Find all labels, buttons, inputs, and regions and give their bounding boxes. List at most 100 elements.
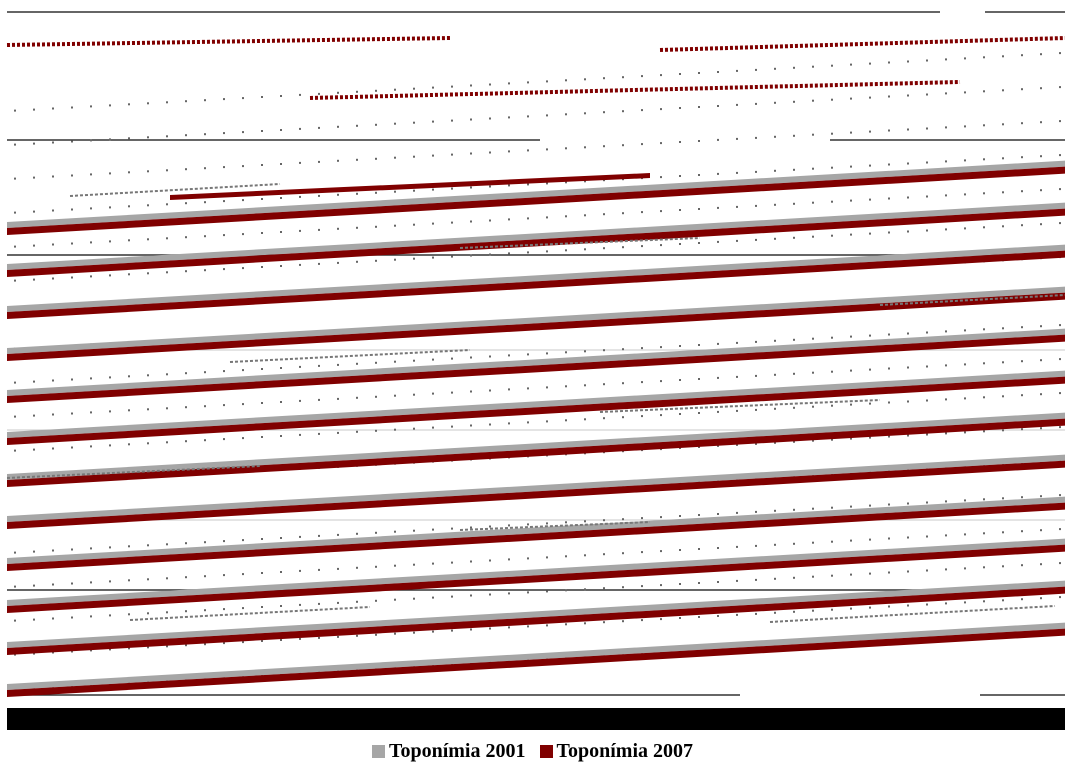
tick-dot [565,351,567,354]
tick-dot [888,435,890,438]
tick-dot [1059,222,1061,225]
tick-dot [945,602,947,605]
tick-dot [1021,564,1023,567]
tick-dot [1059,358,1061,361]
tick-dot [147,374,149,377]
tick-dot [717,444,719,447]
tick-dot [71,140,73,143]
tick-dot [261,198,263,200]
tick-dot [812,337,814,340]
tick-dot [451,527,453,530]
tick-dot [1002,89,1004,92]
tick-dot [223,132,225,135]
tick-dot [812,133,814,136]
tick-dot [52,209,54,212]
tick-dot [451,187,453,190]
tick-dot [565,79,567,82]
tick-dot [508,82,510,85]
tick-dot [147,238,149,241]
tick-dot [470,390,472,393]
tick-dot [793,406,795,409]
tick-dot [128,137,130,140]
tick-dot [546,114,548,117]
tick-dot [717,376,719,379]
tick-dot [356,396,358,399]
tick-dot [698,446,700,448]
stripe-2001 [7,370,1065,438]
tick-dot [850,165,852,168]
legend-label-2007: Toponímia 2007 [556,739,694,762]
tick-dot [1021,360,1023,363]
tick-dot [432,630,434,633]
tick-dot [489,525,491,528]
tick-dot [204,371,206,374]
tick-dot [679,209,681,211]
tick-dot [945,330,947,333]
tick-dot [71,242,73,245]
chart-canvas [6,11,1065,730]
tick-dot [356,226,358,229]
tick-dot [299,263,301,266]
tick-dot [945,126,947,129]
tick-dot [223,268,225,271]
tick-dot [622,246,624,249]
tick-dot [204,575,206,578]
tick-dot [204,201,206,204]
tick-dot [698,72,700,74]
tick-dot [584,350,586,353]
tick-dot [622,620,624,623]
tick-dot [1002,191,1004,194]
tick-dot [603,145,605,148]
tick-dot [451,221,453,224]
tick-dot [831,404,833,407]
tick-dot [945,194,947,197]
tick-dot [717,240,719,243]
tick-dot [375,429,377,432]
tick-dot [717,513,719,515]
tick-dot [584,214,586,217]
tick-dot [945,500,947,503]
tick-dot [546,182,548,185]
stripe-2001 [7,160,1065,228]
tick-dot [451,357,453,360]
tick-dot [489,117,491,120]
tick-dot [679,379,681,381]
tick-dot [223,166,225,169]
tick-dot [698,378,700,380]
tick-dot [736,409,738,412]
tick-dot [147,646,149,649]
tick-dot [166,203,168,206]
tick-dot [603,247,605,250]
tick-dot [793,372,795,375]
tick-dot [736,443,738,446]
tick-dot [888,197,890,200]
tick-dot [983,56,985,59]
tick-dot [166,441,168,444]
tick-dot [261,640,263,642]
tick-dot [71,208,73,211]
tick-dot [850,369,852,372]
tick-dot [489,559,491,562]
tick-dot [774,543,776,546]
tick-dot [736,103,738,106]
tick-dot [470,118,472,121]
tick-dot [109,172,111,175]
tick-dot [185,576,187,579]
tick-dot [280,95,282,97]
tick-dot [242,97,244,100]
tick-dot [1059,86,1061,89]
tick-dot [223,438,225,441]
tick-dot [14,109,16,112]
tick-dot [888,537,890,540]
tick-dot [850,199,852,202]
tick-dot [622,552,624,555]
tick-dot [546,556,548,559]
tick-dot [489,253,491,256]
tick-dot [527,149,529,152]
tick-dot [90,275,92,278]
tick-dot [926,127,928,130]
tick-dot [71,446,73,449]
tick-dot [14,245,16,248]
tick-dot [622,76,624,79]
tick-dot [128,239,130,242]
